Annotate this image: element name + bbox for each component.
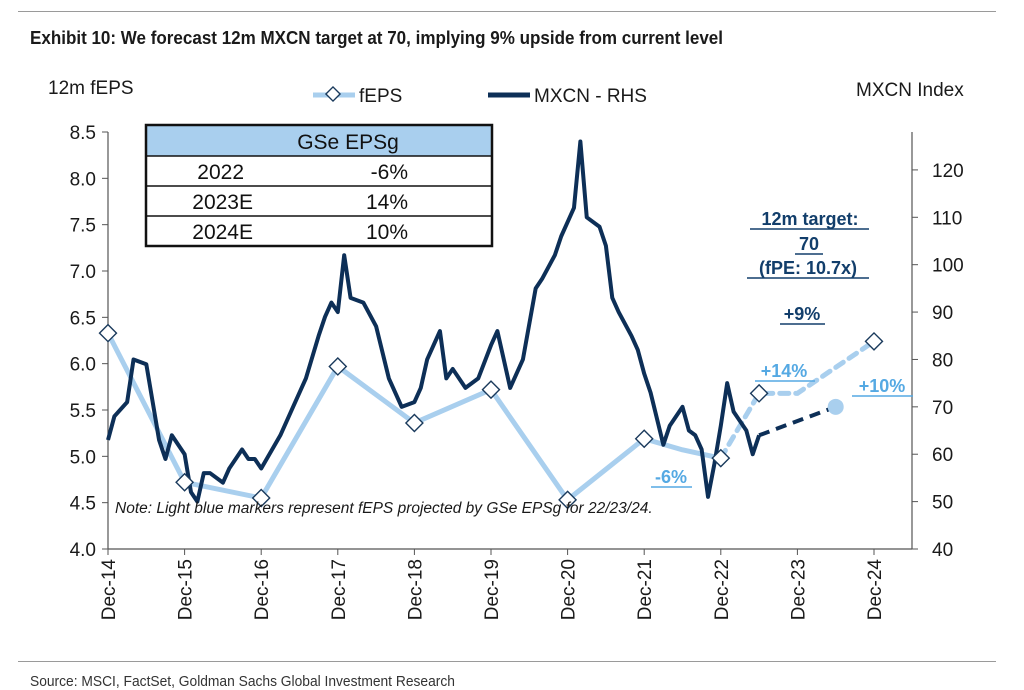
right-tick-label: 110 bbox=[932, 208, 962, 229]
x-tick-label: Dec-23 bbox=[788, 559, 809, 620]
target-annotation: 12m target: 70 (fPE: 10.7x) bbox=[747, 209, 869, 279]
right-tick-label: 50 bbox=[932, 493, 953, 514]
x-tick-label: Dec-15 bbox=[176, 559, 197, 620]
legend: fEPS MXCN - RHS bbox=[313, 85, 647, 107]
growth-2023-label: +14% bbox=[761, 361, 808, 381]
right-tick-label: 100 bbox=[932, 256, 964, 277]
feps-point bbox=[864, 331, 884, 351]
feps-point bbox=[175, 472, 195, 492]
feps-series bbox=[105, 330, 877, 503]
feps-point bbox=[711, 448, 731, 468]
feps-markers bbox=[98, 323, 884, 510]
feps-projection-line bbox=[718, 338, 877, 461]
chart: 12m fEPS MXCN Index fEPS MXCN - RHS 4.04… bbox=[48, 78, 964, 620]
left-tick-label: 4.0 bbox=[70, 540, 96, 561]
bottom-rule bbox=[18, 661, 996, 662]
mxcn-target-point bbox=[827, 398, 844, 415]
legend-feps-label: fEPS bbox=[359, 86, 402, 107]
x-tick-label: Dec-17 bbox=[329, 559, 350, 620]
x-tick-label: Dec-20 bbox=[559, 559, 580, 620]
x-tick-label: Dec-19 bbox=[482, 559, 503, 620]
upside-label: +9% bbox=[784, 304, 821, 324]
table-header-text: GSe EPSg bbox=[297, 131, 399, 154]
chart-title: Exhibit 10: We forecast 12m MXCN target … bbox=[30, 27, 723, 48]
left-tick-label: 7.5 bbox=[70, 216, 96, 237]
right-tick-label: 60 bbox=[932, 445, 953, 466]
left-tick-label: 5.0 bbox=[70, 447, 96, 468]
legend-feps-marker bbox=[324, 85, 342, 103]
growth-2024-label: +10% bbox=[859, 376, 906, 396]
right-tick-label: 120 bbox=[932, 161, 964, 182]
right-tick-label: 70 bbox=[932, 398, 953, 419]
left-tick-label: 6.0 bbox=[70, 355, 96, 376]
feps-point bbox=[328, 356, 348, 376]
source-note: Source: MSCI, FactSet, Goldman Sachs Glo… bbox=[30, 673, 455, 690]
feps-point bbox=[634, 429, 654, 449]
left-tick-label: 8.5 bbox=[70, 123, 96, 144]
legend-mxcn-label: MXCN - RHS bbox=[534, 86, 647, 107]
x-tick-label: Dec-18 bbox=[405, 559, 426, 620]
left-tick-label: 7.0 bbox=[70, 262, 96, 283]
feps-point bbox=[481, 380, 501, 400]
mxcn-series bbox=[106, 139, 844, 504]
x-tick-label: Dec-24 bbox=[865, 559, 886, 621]
right-tick-group: 40 50 60 70 80 90 100 110 120 bbox=[912, 161, 964, 561]
table-value-2023e: 14% bbox=[366, 191, 408, 214]
x-tick-label: Dec-22 bbox=[712, 559, 733, 620]
table-year-2022: 2022 bbox=[197, 161, 244, 184]
table-year-2023e: 2023E bbox=[192, 191, 253, 214]
x-tick-group: Dec-14 Dec-15 Dec-16 Dec-17 Dec-18 Dec-19 Dec-… bbox=[99, 549, 886, 620]
left-tick-group: 4.0 4.5 5.0 5.5 6.0 6.5 7.0 7.5 8.0 8.5 bbox=[70, 123, 108, 561]
mxcn-line bbox=[106, 139, 761, 504]
target-label: 12m target: bbox=[761, 209, 858, 229]
left-tick-label: 4.5 bbox=[70, 494, 96, 515]
x-tick-label: Dec-21 bbox=[635, 559, 656, 620]
left-tick-label: 5.5 bbox=[70, 401, 96, 422]
chart-note: Note: Light blue markers represent fEPS … bbox=[115, 500, 653, 517]
target-fpe: (fPE: 10.7x) bbox=[759, 258, 857, 278]
table-header-cell bbox=[146, 125, 492, 156]
table-value-2022: -6% bbox=[371, 161, 408, 184]
table-year-2024e: 2024E bbox=[192, 221, 253, 244]
mxcn-projection-line bbox=[758, 404, 837, 438]
left-axis-title: 12m fEPS bbox=[48, 78, 134, 99]
feps-point bbox=[749, 383, 769, 403]
left-tick-label: 8.0 bbox=[70, 169, 96, 190]
growth-2022-label: -6% bbox=[655, 467, 687, 487]
epsg-table: GSe EPSg 2022 -6% 2023E 14% 2024E 10% bbox=[144, 123, 494, 248]
table-value-2024e: 10% bbox=[366, 221, 408, 244]
right-tick-label: 90 bbox=[932, 303, 953, 324]
x-tick-label: Dec-16 bbox=[252, 559, 273, 620]
feps-point bbox=[558, 490, 578, 510]
right-tick-label: 40 bbox=[932, 540, 953, 561]
target-value: 70 bbox=[799, 234, 819, 254]
x-tick-label: Dec-14 bbox=[99, 559, 120, 621]
right-tick-label: 80 bbox=[932, 350, 953, 371]
feps-point bbox=[98, 323, 118, 343]
feps-point bbox=[251, 488, 271, 508]
left-tick-label: 6.5 bbox=[70, 308, 96, 329]
feps-point bbox=[404, 413, 424, 433]
right-axis-title: MXCN Index bbox=[856, 80, 964, 101]
top-rule bbox=[18, 11, 996, 12]
